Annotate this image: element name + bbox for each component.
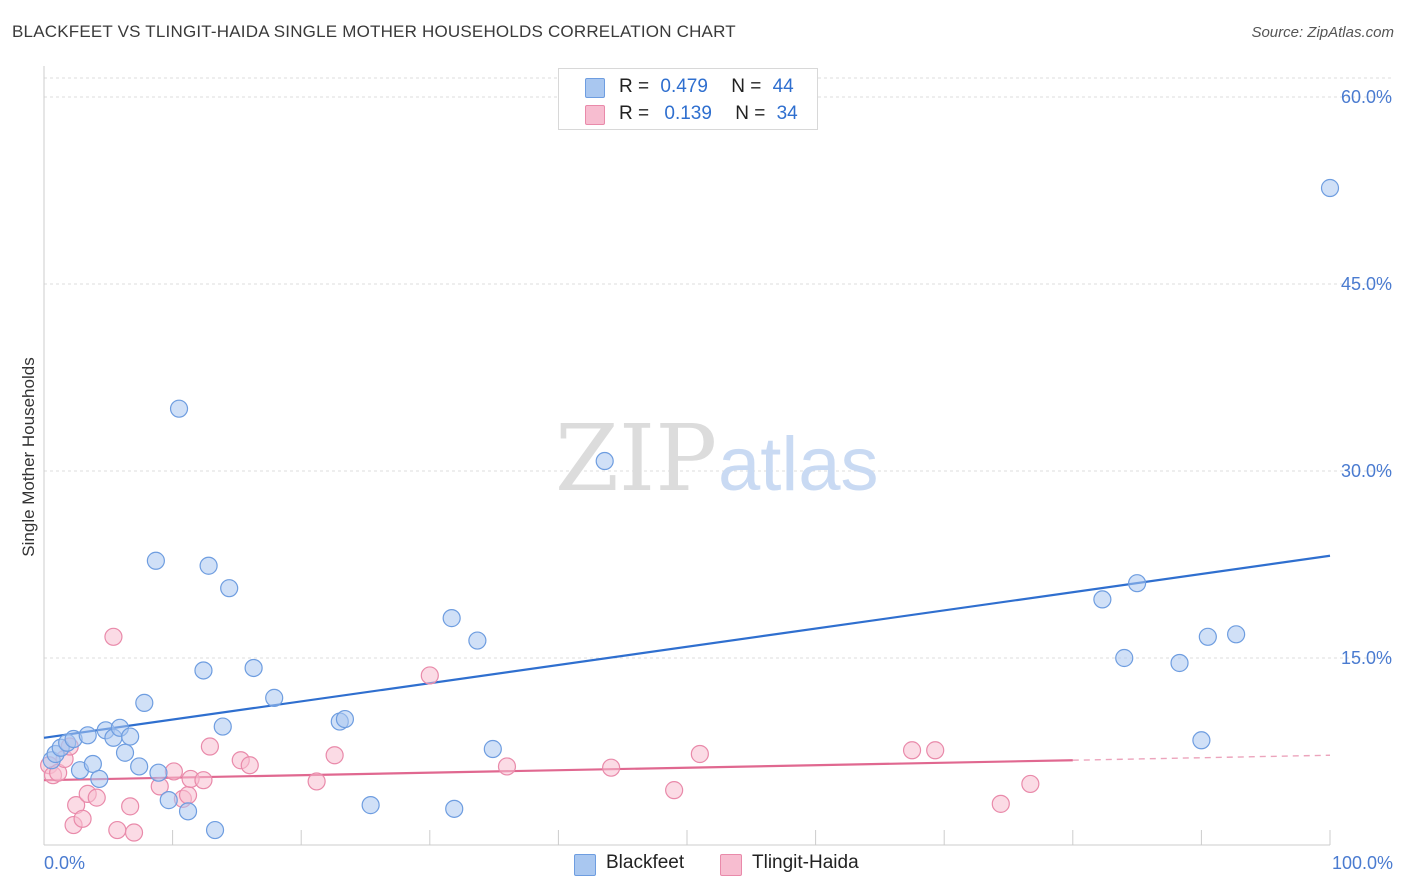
point-tlingit [121,797,140,816]
bottom-legend-swatch-tlingit [720,854,742,876]
grid-lines [44,77,1392,659]
watermark: ZIP atlas [555,405,879,512]
point-tlingit [602,758,621,777]
trendline-tlingit [43,759,1073,782]
point-blackfeet [1127,574,1147,593]
point-blackfeet [169,399,189,418]
point-blackfeet [220,579,239,598]
point-blackfeet [121,727,140,746]
point-blackfeet [115,743,135,762]
point-blackfeet [178,802,198,821]
legend-r-value: 0.139 [664,103,712,124]
correlation-legend: R = 0.479 N = 44 R = 0.139 N = 34 [558,68,818,130]
point-blackfeet [1093,590,1112,609]
point-tlingit [690,744,709,764]
point-blackfeet [468,631,487,650]
legend-n-label: N = [731,76,762,97]
point-blackfeet [1198,627,1217,646]
point-tlingit [240,756,259,775]
legend-r-label: R = [619,76,650,97]
bottom-legend-label-blackfeet: Blackfeet [606,852,685,873]
point-tlingit [307,772,326,791]
point-blackfeet [135,693,154,712]
point-blackfeet [149,763,168,782]
point-blackfeet [194,661,213,680]
point-blackfeet [213,717,232,736]
legend-swatch-tlingit [585,105,605,125]
point-blackfeet [445,799,464,818]
point-blackfeet [205,820,225,840]
point-blackfeet [595,451,614,471]
watermark-atlas: atlas [718,422,879,507]
point-blackfeet [159,791,178,810]
y-tick-label: 30.0% [1341,461,1392,481]
point-tlingit [194,771,213,790]
y-axis-label: Single Mother Households [19,357,38,556]
point-tlingit [73,809,92,828]
trendline-blackfeet [43,554,1331,739]
point-tlingit [991,794,1010,813]
point-tlingit [497,757,517,776]
point-tlingit [665,781,684,800]
y-tick-label: 60.0% [1341,87,1392,107]
point-blackfeet [199,556,218,575]
point-tlingit [902,741,922,760]
bottom-legend-swatch-blackfeet [574,854,596,876]
x-tick-label: 0.0% [44,853,85,873]
legend-r-label: R = [619,103,650,124]
legend-n-label: N = [735,103,766,124]
legend-r-value: 0.479 [660,76,708,97]
source-label: Source: ZipAtlas.com [1251,24,1394,41]
trendline-tlingit-extension [1072,754,1331,761]
point-blackfeet [1115,648,1134,668]
point-blackfeet [335,709,355,729]
y-tick-label: 15.0% [1341,648,1392,668]
bottom-legend-label-tlingit: Tlingit-Haida [752,852,859,873]
point-tlingit [178,786,198,805]
point-tlingit [1021,774,1040,794]
legend-swatch-blackfeet [585,78,605,98]
point-blackfeet [1192,731,1211,750]
point-blackfeet [83,754,102,774]
point-blackfeet [244,658,263,678]
point-tlingit [200,737,219,756]
point-tlingit [926,741,945,760]
x-tick-label: 100.0% [1332,853,1393,873]
point-tlingit [325,746,344,765]
point-blackfeet [1320,178,1340,198]
point-blackfeet [1227,625,1246,644]
point-blackfeet [483,739,502,759]
point-blackfeet [361,796,380,815]
point-tlingit [87,788,106,807]
trendlines [43,554,1331,782]
axis-labels: 15.0% 30.0% 45.0% 60.0% 0.0% 100.0% Single Mot… [19,87,1393,873]
legend-n-value: 34 [776,103,798,124]
point-blackfeet [1170,653,1189,673]
data-points [40,178,1340,842]
chart-title: BLACKFEET VS TLINGIT-HAIDA SINGLE MOTHER… [12,22,736,41]
y-tick-label: 45.0% [1341,274,1392,294]
point-blackfeet [90,769,109,789]
point-blackfeet [265,688,284,707]
axes [43,66,1331,846]
point-blackfeet [130,757,149,776]
point-tlingit [164,762,183,781]
watermark-zip: ZIP [555,405,717,512]
point-tlingit [420,666,439,685]
point-blackfeet [146,551,165,570]
point-tlingit [104,627,123,646]
point-tlingit [108,820,127,840]
point-blackfeet [442,609,461,628]
point-tlingit [124,823,144,842]
point-blackfeet [78,726,97,745]
legend-n-value: 44 [772,76,794,97]
